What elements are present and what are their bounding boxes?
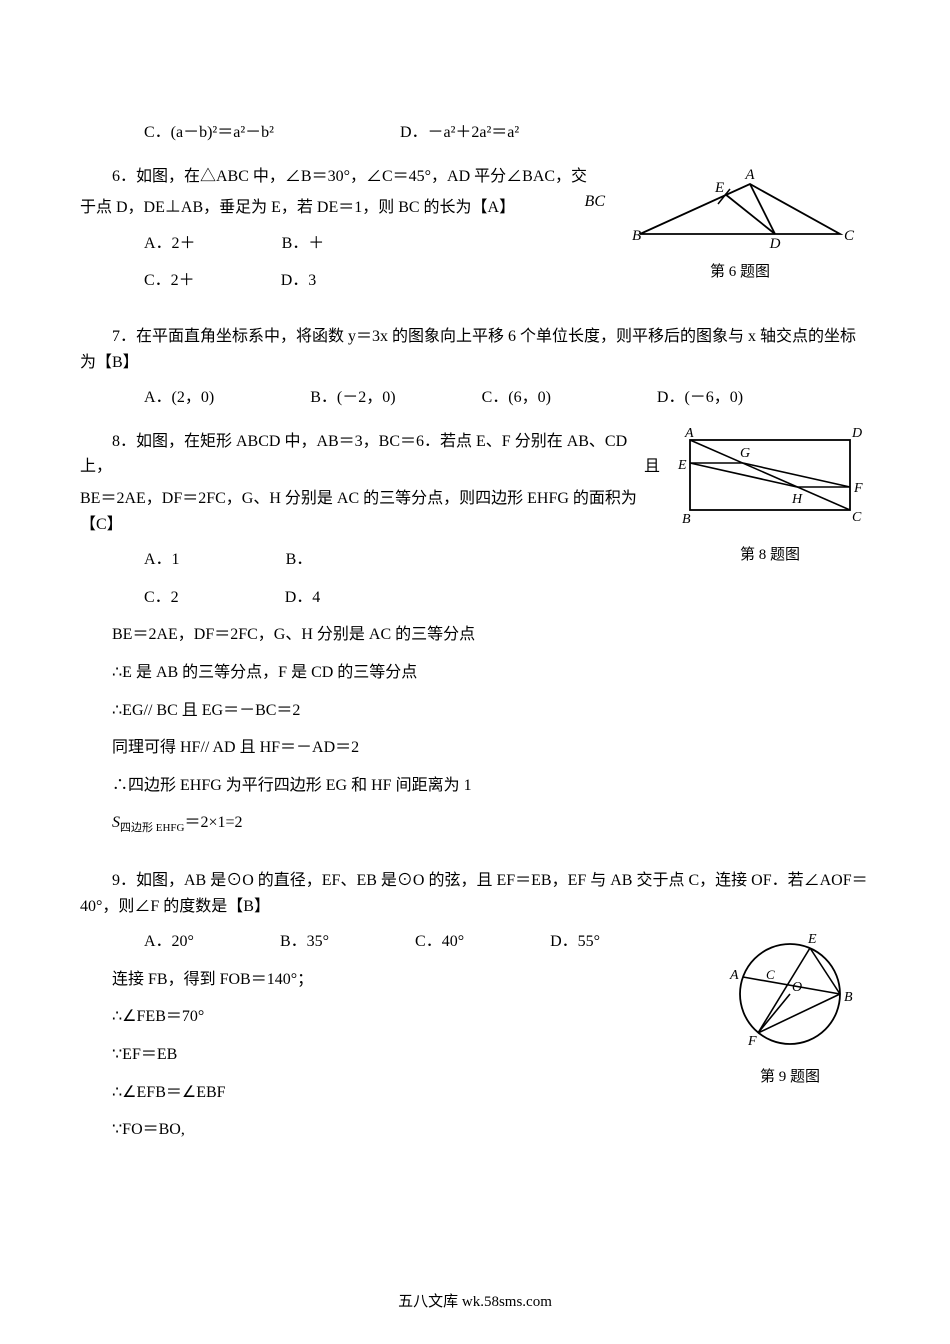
q8-sol6-rest: ＝2×1=2 <box>184 814 242 831</box>
q8-choice-d: D．4 <box>253 585 321 611</box>
svg-text:G: G <box>740 446 750 461</box>
svg-text:B: B <box>632 228 641 244</box>
svg-text:F: F <box>747 1034 757 1049</box>
q8-sol6: S四边形 EHFG＝2×1=2 <box>80 810 870 838</box>
q8-text-qie: 且 <box>644 454 660 480</box>
svg-text:B: B <box>682 512 691 525</box>
q8-sol3: ∴EG// BC 且 EG＝－BC＝2 <box>80 698 870 724</box>
q7-choice-c: C．(6，0) <box>450 385 551 411</box>
q6-choice-a: A．2＋ <box>112 231 196 257</box>
q6-text-p1: 6．如图，在△ABC 中，∠B＝30°，∠C＝45°，AD 平分∠BAC，交 <box>112 168 587 185</box>
q9-circle-svg: A B E F O C <box>710 929 870 1059</box>
q6-choice-c: C．2＋ <box>112 268 195 294</box>
q7-choice-b: B．(－2，0) <box>278 385 395 411</box>
q7-choice-d: D．(－6，0) <box>625 385 743 411</box>
svg-text:E: E <box>677 458 687 473</box>
svg-text:E: E <box>807 932 817 947</box>
q6-text-bc: BC <box>585 189 605 215</box>
svg-text:O: O <box>792 980 802 995</box>
q8-sol4: 同理可得 HF// AD 且 HF＝－AD＝2 <box>80 735 870 761</box>
q8-rect-svg: A D B C E F G H <box>670 425 870 525</box>
q6-choice-b: B．＋ <box>250 231 325 257</box>
q9-block: 9．如图，AB 是⊙O 的直径，EF、EB 是⊙O 的弦，且 EF＝EB，EF … <box>80 868 870 1155</box>
svg-text:A: A <box>684 426 694 441</box>
q6-caption: 第 6 题图 <box>610 260 870 284</box>
svg-text:C: C <box>852 510 862 525</box>
svg-text:D: D <box>851 426 862 441</box>
q5-choice-c: C．(a－b)²＝a²－b² <box>112 120 274 146</box>
q7-text: 7．在平面直角坐标系中，将函数 y＝3x 的图象向上平移 6 个单位长度，则平移… <box>80 324 870 375</box>
q6-triangle-svg: A B C D E <box>610 164 870 254</box>
svg-text:D: D <box>769 236 781 252</box>
q8-sol5: ∴四边形 EHFG 为平行四边形 EG 和 HF 间距离为 1 <box>80 773 870 799</box>
q8-choice-b: B． <box>254 547 313 573</box>
q8-choice-a: A．1 <box>112 547 180 573</box>
q9-sol5: ∵FO＝BO, <box>80 1117 870 1143</box>
q8-choice-c: C．2 <box>112 585 179 611</box>
q6-block: A B C D E 第 6 题图 6．如图，在△ABC 中，∠B＝30°，∠C＝… <box>80 164 870 306</box>
q8-sol6-s: S <box>112 814 120 831</box>
q8-figure: A D B C E F G H 第 8 题图 <box>670 425 870 567</box>
svg-text:C: C <box>766 967 775 982</box>
q8-block: A D B C E F G H 第 8 题图 8．如图，在矩形 ABCD 中，A… <box>80 429 870 850</box>
q6-choice-d: D．3 <box>249 268 317 294</box>
q8-caption: 第 8 题图 <box>670 543 870 567</box>
q9-caption: 第 9 题图 <box>710 1065 870 1089</box>
q5-choices-cd: C．(a－b)²＝a²－b² D．－a²＋2a²＝a² <box>80 120 870 146</box>
svg-text:C: C <box>844 228 855 244</box>
q8-sol6-sub: 四边形 EHFG <box>120 822 184 834</box>
svg-text:A: A <box>744 167 755 183</box>
q8-choice-row2: C．2 D．4 <box>80 585 870 611</box>
svg-text:F: F <box>853 481 863 496</box>
svg-text:B: B <box>844 990 853 1005</box>
q9-choice-c: C．40° <box>383 929 464 955</box>
svg-text:A: A <box>729 968 739 983</box>
q9-choice-a: A．20° <box>112 929 194 955</box>
q7-block: 7．在平面直角坐标系中，将函数 y＝3x 的图象向上平移 6 个单位长度，则平移… <box>80 324 870 411</box>
page-footer: 五八文库 wk.58sms.com <box>0 1290 950 1314</box>
q5-choice-d: D．－a²＋2a²＝a² <box>368 120 519 146</box>
svg-text:H: H <box>791 492 803 507</box>
q9-text: 9．如图，AB 是⊙O 的直径，EF、EB 是⊙O 的弦，且 EF＝EB，EF … <box>80 868 870 919</box>
q5-choice-row2: C．(a－b)²＝a²－b² D．－a²＋2a²＝a² <box>80 120 870 146</box>
q8-sol1: BE＝2AE，DF＝2FC，G、H 分别是 AC 的三等分点 <box>80 622 870 648</box>
q8-sol2: ∴E 是 AB 的三等分点，F 是 CD 的三等分点 <box>80 660 870 686</box>
svg-text:E: E <box>714 180 724 196</box>
q6-figure: A B C D E 第 6 题图 <box>610 164 870 284</box>
q8-text-p1: 8．如图，在矩形 ABCD 中，AB＝3，BC＝6．若点 E、F 分别在 AB、… <box>80 433 627 476</box>
q9-choice-b: B．35° <box>248 929 329 955</box>
q9-choice-d: D．55° <box>518 929 600 955</box>
q7-choices: A．(2，0) B．(－2，0) C．(6，0) D．(－6，0) <box>80 385 870 411</box>
q9-figure: A B E F O C 第 9 题图 <box>710 929 870 1089</box>
q7-choice-a: A．(2，0) <box>112 385 214 411</box>
